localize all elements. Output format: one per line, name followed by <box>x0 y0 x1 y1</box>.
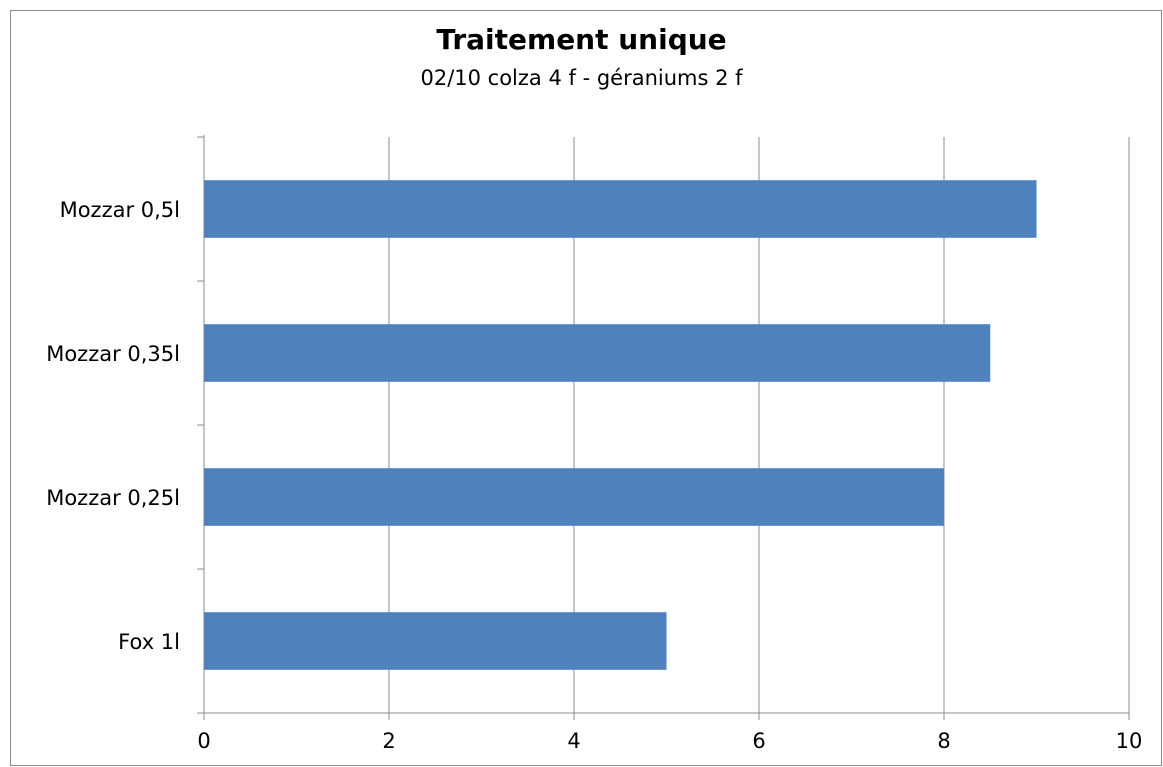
y-category-label: Mozzar 0,5l <box>60 198 180 222</box>
chart-subtitle: 02/10 colza 4 f - géraniums 2 f <box>420 66 743 90</box>
y-category-label: Mozzar 0,35l <box>46 342 180 366</box>
x-tick-label: 8 <box>937 729 950 753</box>
x-tick-label: 0 <box>197 729 210 753</box>
bar <box>204 468 944 526</box>
chart-title: Traitement unique <box>436 23 727 56</box>
y-category-label: Fox 1l <box>118 630 180 654</box>
y-category-label: Mozzar 0,25l <box>46 486 180 510</box>
x-tick-label: 10 <box>1116 729 1143 753</box>
bar <box>204 324 991 382</box>
x-tick-label: 4 <box>567 729 580 753</box>
bar <box>204 180 1037 238</box>
bar <box>204 612 667 670</box>
x-tick-label: 2 <box>382 729 395 753</box>
x-tick-label: 6 <box>752 729 765 753</box>
